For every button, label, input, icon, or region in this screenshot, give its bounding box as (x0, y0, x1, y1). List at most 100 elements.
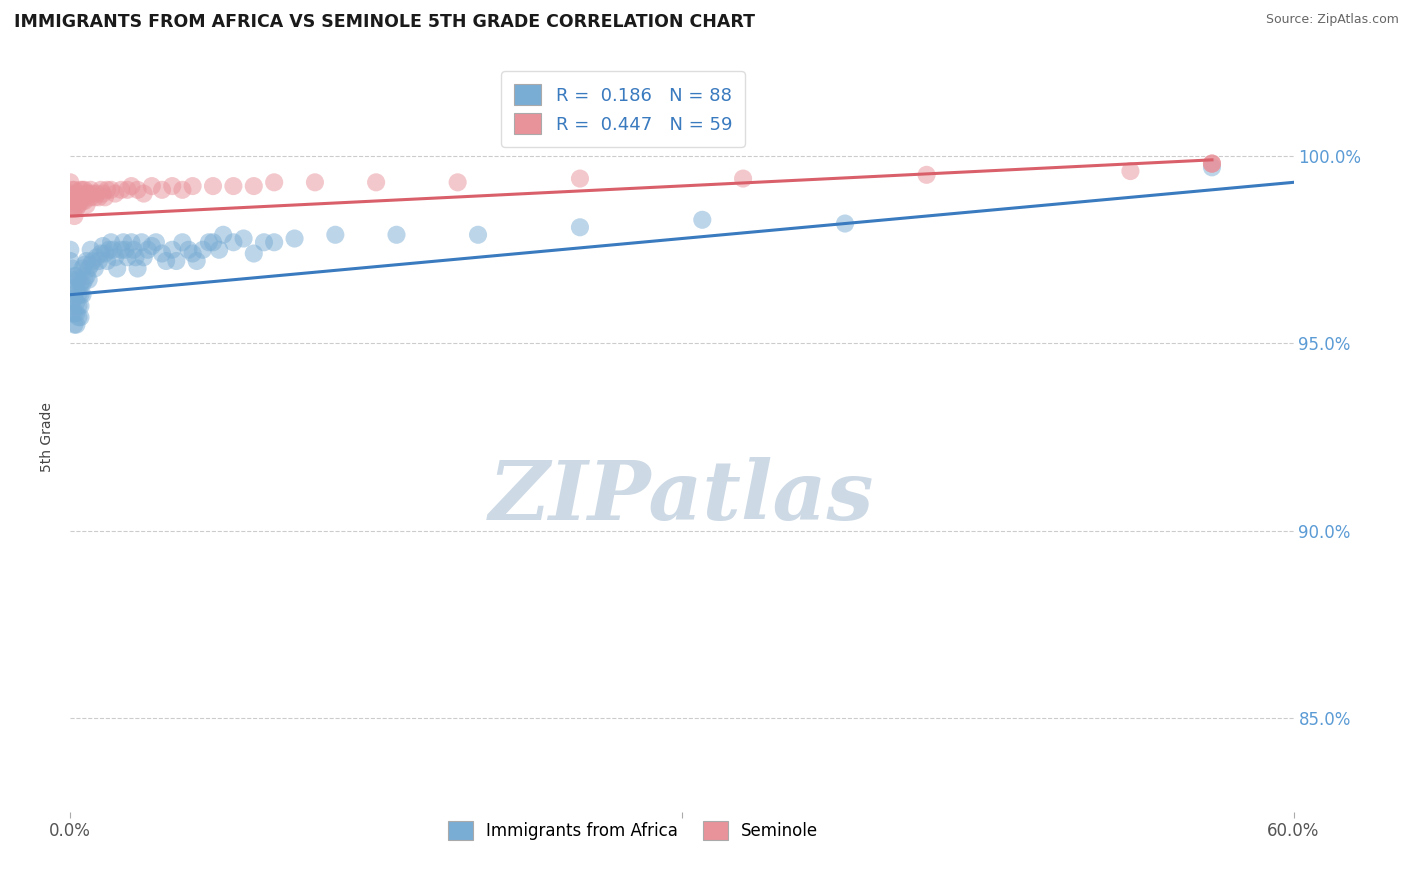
Point (72, 261, 94, 276)
Point (155, 254, 177, 268)
Point (127, 183, 149, 197)
Point (72, 183, 94, 197)
Point (100, 183, 122, 197)
Point (96, 183, 118, 197)
Text: Source: ZipAtlas.com: Source: ZipAtlas.com (1265, 13, 1399, 27)
Point (91, 186, 114, 201)
Point (90, 246, 112, 260)
Point (121, 179, 143, 194)
Point (69, 287, 91, 301)
Point (568, 220, 592, 235)
Point (145, 235, 167, 250)
Point (67, 287, 90, 301)
Point (65, 268, 87, 283)
Point (202, 235, 225, 250)
Point (202, 179, 225, 194)
Point (69, 299, 91, 313)
Point (94, 246, 117, 260)
Point (1201, 156, 1223, 170)
Point (67, 190, 90, 204)
Point (212, 227, 235, 242)
Point (73, 258, 96, 272)
Point (63, 194, 86, 208)
Point (59, 186, 82, 201)
Point (65, 202, 87, 216)
Point (59, 243, 82, 257)
Point (105, 261, 128, 276)
Point (65, 306, 87, 320)
Point (181, 179, 204, 194)
Point (77, 186, 100, 201)
Point (83, 190, 105, 204)
Point (162, 243, 183, 257)
Point (83, 261, 105, 276)
Point (172, 183, 194, 197)
Point (304, 175, 326, 189)
Point (834, 217, 856, 231)
Point (114, 243, 136, 257)
Point (104, 250, 127, 264)
Point (63, 292, 86, 306)
Point (91, 239, 114, 253)
Point (86, 186, 108, 201)
Point (87, 254, 110, 268)
Point (1119, 164, 1142, 178)
Point (1201, 161, 1223, 175)
Point (117, 250, 139, 264)
Point (73, 273, 96, 287)
Point (150, 183, 173, 197)
Point (79, 183, 103, 197)
Point (65, 318, 87, 332)
Point (101, 243, 124, 257)
Point (79, 243, 103, 257)
Point (323, 227, 347, 242)
Point (172, 235, 194, 250)
Point (112, 235, 135, 250)
Point (65, 194, 87, 208)
Point (131, 235, 153, 250)
Point (76, 186, 98, 201)
Point (63, 280, 86, 294)
Point (60, 202, 83, 216)
Point (162, 179, 183, 194)
Point (72, 287, 94, 301)
Point (96, 254, 118, 268)
Point (82, 186, 104, 201)
Point (243, 246, 266, 260)
Point (263, 235, 285, 250)
Point (110, 243, 132, 257)
Point (69, 194, 91, 208)
Point (79, 190, 103, 204)
Point (69, 310, 91, 325)
Point (94, 190, 117, 204)
Point (69, 277, 91, 291)
Point (132, 250, 155, 264)
Point (253, 235, 276, 250)
Point (82, 254, 104, 268)
Point (121, 235, 143, 250)
Point (122, 243, 145, 257)
Point (733, 171, 755, 186)
Point (1201, 156, 1223, 170)
Point (67, 299, 90, 313)
Point (60, 299, 83, 313)
Point (72, 277, 94, 291)
Point (222, 179, 245, 194)
Point (63, 202, 86, 216)
Point (208, 243, 231, 257)
Point (69, 183, 91, 197)
Point (915, 168, 938, 182)
Point (87, 190, 110, 204)
Point (366, 175, 388, 189)
Point (284, 231, 307, 245)
Point (60, 287, 83, 301)
Point (110, 183, 132, 197)
Point (568, 171, 592, 186)
Point (467, 227, 489, 242)
Text: ZIPatlas: ZIPatlas (489, 457, 875, 537)
Point (73, 183, 96, 197)
Point (132, 186, 155, 201)
Point (65, 295, 87, 310)
Point (79, 258, 103, 272)
Point (90, 183, 112, 197)
